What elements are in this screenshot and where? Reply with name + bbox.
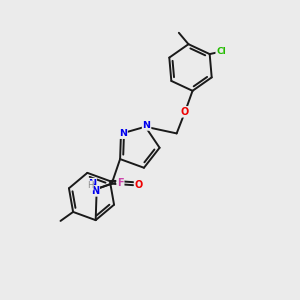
Text: O: O	[181, 107, 189, 117]
Text: Cl: Cl	[216, 47, 226, 56]
Text: N: N	[88, 179, 96, 189]
Text: N: N	[119, 129, 127, 138]
Text: N: N	[142, 121, 151, 130]
Text: F: F	[117, 178, 124, 188]
Text: H: H	[87, 181, 93, 190]
Text: O: O	[135, 180, 143, 190]
Text: N: N	[91, 186, 99, 196]
Text: H: H	[89, 186, 96, 195]
